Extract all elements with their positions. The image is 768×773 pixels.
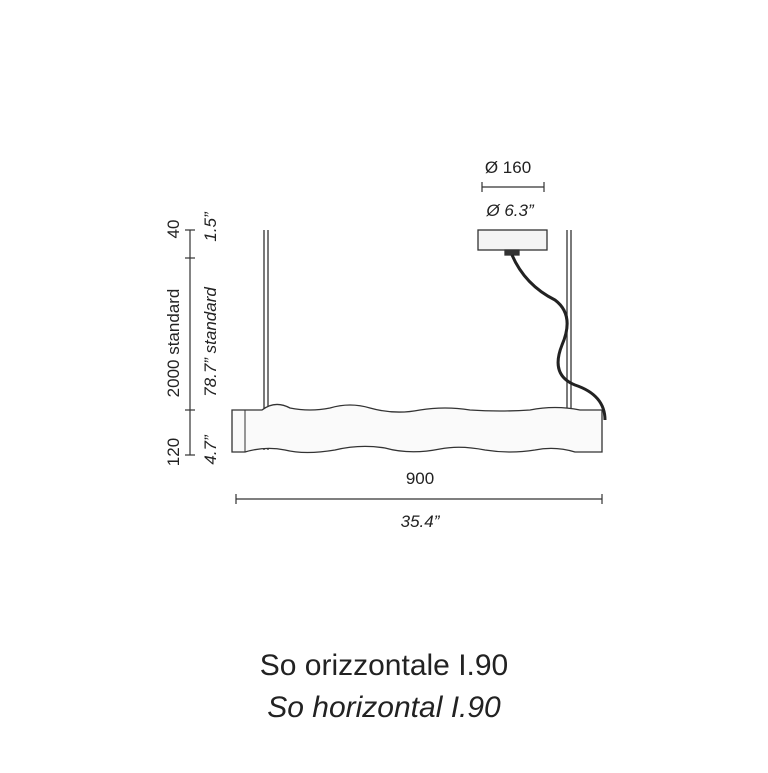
dimension-label: 1.5” (201, 211, 220, 242)
dimension-lines (185, 182, 603, 504)
vertical-labels: 40 2000 standard 120 1.5” 78.7” standard… (164, 211, 220, 466)
dimension-label: 2000 standard (164, 289, 183, 398)
caption-subtitle: So horizontal I.90 (267, 691, 501, 724)
dimension-label: Ø 6.3” (485, 201, 535, 220)
dimension-label: 78.7” standard (201, 287, 220, 397)
caption-title: So orizzontale I.90 (260, 649, 508, 682)
lamp-drawing (231, 229, 607, 454)
dimension-label: 40 (164, 220, 183, 239)
dimension-label: 120 (164, 438, 183, 466)
dimension-label: Ø 160 (485, 158, 531, 177)
dimension-label: 4.7” (201, 434, 220, 465)
dimension-label: 900 (406, 469, 434, 488)
dimension-label: 35.4” (401, 512, 441, 531)
